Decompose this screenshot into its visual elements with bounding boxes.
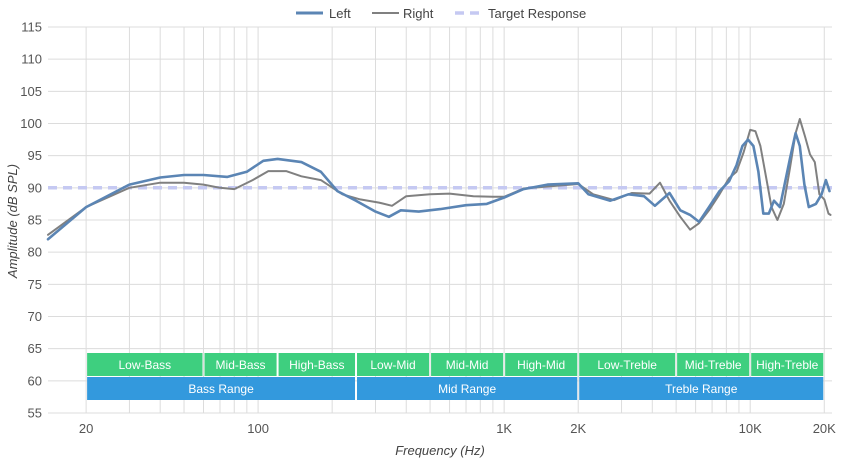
range-label: Treble Range [665, 382, 738, 396]
x-tick-label: 20K [813, 421, 836, 436]
series-line-left [46, 131, 831, 241]
grid-lines [48, 26, 832, 414]
band-box [579, 353, 676, 376]
band-box [431, 353, 504, 376]
band-label: High-Bass [289, 358, 344, 372]
band-label: Low-Mid [370, 358, 415, 372]
y-axis-label: Amplitude (dB SPL) [5, 164, 20, 279]
x-axis-label: Frequency (Hz) [395, 443, 485, 458]
range-label: Mid Range [438, 382, 496, 396]
x-tick-label: 1K [496, 421, 512, 436]
x-tick-label: 100 [247, 421, 269, 436]
band-label: High-Mid [517, 358, 565, 372]
range-box [579, 377, 824, 400]
y-tick-label: 75 [28, 277, 42, 292]
band-label: Mid-Bass [216, 358, 266, 372]
band-label: Mid-Mid [446, 358, 489, 372]
y-tick-label: 115 [21, 20, 42, 35]
band-box [751, 353, 824, 376]
y-tick-label: 110 [21, 52, 42, 67]
y-tick-label: 105 [20, 84, 42, 99]
legend-label: Target Response [488, 6, 586, 21]
band-box [505, 353, 578, 376]
band-box [87, 353, 203, 376]
y-tick-label: 90 [28, 180, 42, 195]
series-lines [46, 118, 832, 241]
y-tick-label: 100 [20, 116, 42, 131]
band-box [204, 353, 277, 376]
y-tick-label: 95 [28, 148, 42, 163]
band-label: Mid-Treble [685, 358, 742, 372]
y-tick-label: 80 [28, 245, 42, 260]
band-box [357, 353, 430, 376]
range-box [357, 377, 578, 400]
y-tick-label: 60 [28, 373, 42, 388]
legend-label: Right [403, 6, 434, 21]
axis-ticks: 55 60 65 70 75 80 85 90 95 100 105 110 115 20 100 1K 2K 1… [20, 20, 836, 437]
band-label: Low-Treble [597, 358, 657, 372]
series-line-right [47, 118, 832, 236]
legend: Left Right Target Response [296, 6, 586, 21]
band-box [278, 353, 356, 376]
y-tick-label: 55 [28, 406, 42, 421]
y-tick-label: 85 [28, 213, 42, 228]
band-label: High-Treble [756, 358, 819, 372]
range-box [87, 377, 356, 400]
band-label: Low-Bass [118, 358, 171, 372]
legend-label: Left [329, 6, 351, 21]
y-tick-label: 70 [28, 309, 42, 324]
range-label: Bass Range [188, 382, 254, 396]
band-box [677, 353, 750, 376]
x-tick-label: 20 [79, 421, 93, 436]
x-tick-label: 10K [739, 421, 762, 436]
x-tick-label: 2K [570, 421, 586, 436]
y-tick-label: 65 [28, 341, 42, 356]
frequency-bands: Low-Bass Mid-Bass High-Bass Low-Mid Mid-Mid H… [87, 353, 824, 400]
